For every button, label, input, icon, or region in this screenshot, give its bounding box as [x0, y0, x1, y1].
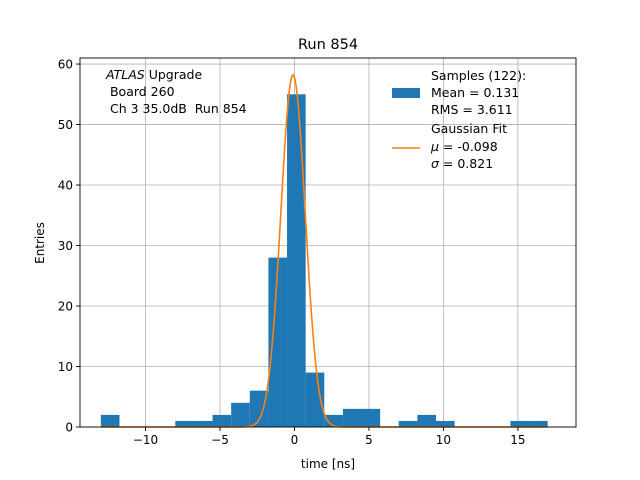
legend-samples-swatch	[392, 88, 420, 98]
histogram-bar	[268, 257, 288, 427]
histogram-bar	[529, 420, 548, 427]
annotation-line-3: Ch 3 35.0dB Run 854	[106, 101, 247, 116]
histogram-bar	[435, 420, 455, 427]
histogram-bar	[100, 414, 120, 427]
legend: Samples (122): Mean = 0.131 RMS = 3.611 …	[392, 68, 526, 171]
legend-samples-label: Samples (122):	[431, 68, 526, 83]
y-axis-ticks: 0 10 20 30 40 50 60	[58, 58, 80, 435]
y-tick-label: 0	[65, 421, 73, 435]
x-tick-label: 0	[291, 433, 299, 447]
histogram-bar	[212, 414, 232, 427]
histogram-bar	[305, 372, 325, 427]
y-tick-label: 10	[58, 360, 73, 374]
histogram-bar	[342, 408, 362, 427]
y-tick-label: 20	[58, 300, 73, 314]
legend-sigma: σ = 0.821	[431, 156, 493, 171]
x-axis-ticks: −10 −5 0 5 10 15	[133, 427, 526, 447]
legend-fit-label: Gaussian Fit	[431, 121, 507, 136]
annotation-atlas: ATLAS	[105, 67, 145, 82]
annotation-line-1: ATLAS Upgrade	[105, 67, 202, 82]
histogram-bar	[324, 414, 343, 427]
plot-frame	[79, 57, 577, 428]
legend-sigma-symbol: σ	[431, 156, 440, 171]
x-axis-label: time [ns]	[301, 457, 355, 471]
x-tick-label: 5	[365, 433, 373, 447]
histogram-bar	[231, 402, 250, 427]
x-tick-label: −5	[211, 433, 229, 447]
histogram-bar	[361, 408, 381, 427]
x-tick-label: 10	[436, 433, 451, 447]
y-tick-label: 30	[58, 239, 73, 253]
legend-mean: Mean = 0.131	[431, 85, 519, 100]
histogram-bar	[287, 94, 306, 428]
y-axis-label: Entries	[33, 222, 47, 264]
histogram-bar	[398, 420, 418, 427]
histogram-bar	[193, 420, 213, 427]
legend-mu: μ = -0.098	[430, 139, 498, 154]
histogram-bar	[417, 414, 436, 427]
annotation-upgrade: Upgrade	[145, 67, 203, 82]
chart-title: Run 854	[298, 37, 358, 53]
atlas-annotation: ATLAS Upgrade Board 260 Ch 3 35.0dB Run …	[105, 67, 247, 116]
legend-rms: RMS = 3.611	[431, 102, 513, 117]
y-tick-label: 50	[58, 118, 73, 132]
histogram-bar	[510, 420, 530, 427]
y-tick-label: 60	[58, 58, 73, 72]
legend-mu-value: = -0.098	[439, 139, 498, 154]
histogram-bar	[249, 390, 269, 427]
y-tick-label: 40	[58, 179, 73, 193]
legend-mu-symbol: μ	[430, 139, 439, 154]
annotation-line-2: Board 260	[106, 84, 175, 99]
x-tick-label: 15	[510, 433, 525, 447]
histogram-bar	[175, 420, 194, 427]
x-tick-label: −10	[133, 433, 158, 447]
legend-sigma-value: = 0.821	[439, 156, 493, 171]
histogram-bars	[100, 94, 548, 428]
